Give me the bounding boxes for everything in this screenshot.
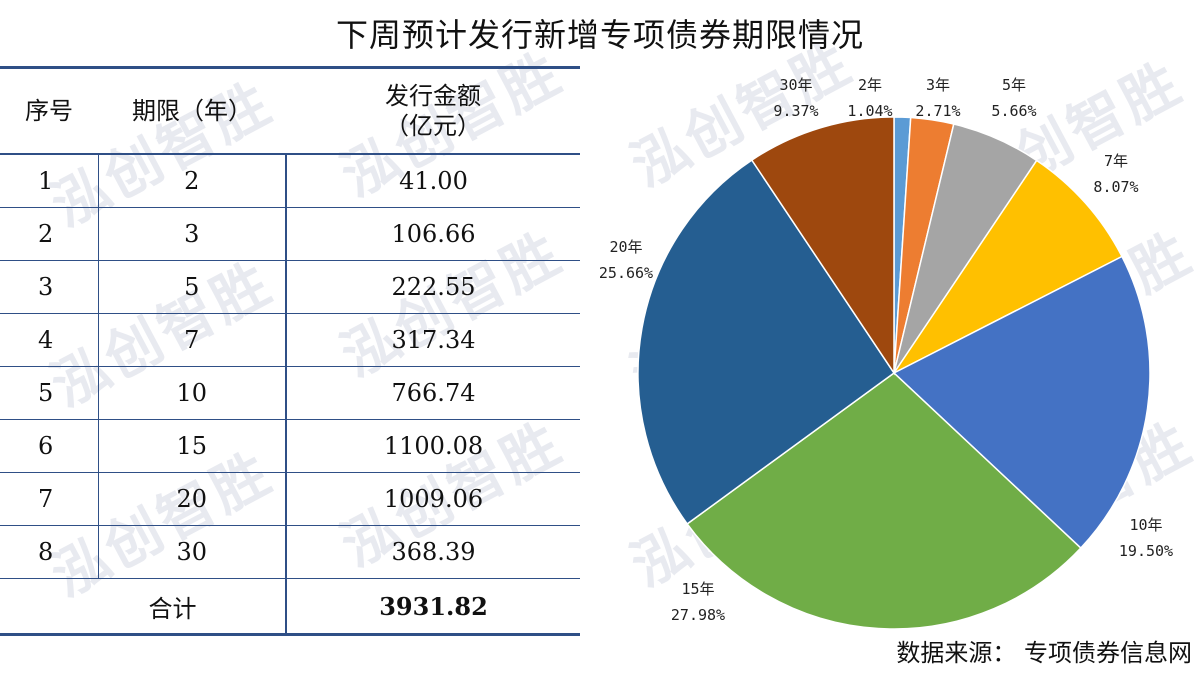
- header-amount: 发行金额 （亿元）: [286, 66, 580, 155]
- slice-percent-label: 2.71%: [915, 102, 960, 120]
- pie-slice-7年: [891, 159, 1123, 375]
- table-row: 2 3 106.66: [0, 207, 580, 261]
- row-amount: 222.55: [285, 260, 580, 314]
- row-amount: 1100.08: [285, 419, 580, 473]
- row-term: 3: [97, 207, 286, 261]
- row-no: 6: [0, 419, 98, 473]
- row-amount: 106.66: [285, 207, 580, 261]
- total-label: 合计: [0, 578, 286, 636]
- row-no: 8: [0, 525, 98, 579]
- pie-chart: 2年 1.04% 3年 2.71% 5年 5.66% 7年 8.07% 10年 19.50% 15年…: [600, 76, 1173, 630]
- slice-label: 3年: [926, 76, 950, 94]
- pie-slice-10年: [892, 255, 1151, 550]
- row-no: 5: [0, 366, 98, 420]
- header-no: 序号: [0, 66, 98, 155]
- row-amount: 766.74: [285, 366, 580, 420]
- row-term: 2: [97, 154, 286, 208]
- slice-label: 7年: [1104, 152, 1128, 170]
- table-row: 5 10 766.74: [0, 366, 580, 420]
- slice-percent-label: 1.04%: [847, 102, 892, 120]
- row-amount: 317.34: [285, 313, 580, 367]
- table-row: 8 30 368.39: [0, 525, 580, 579]
- total-value: 3931.82: [285, 578, 580, 636]
- slice-percent-label: 19.50%: [1119, 542, 1173, 560]
- row-no: 2: [0, 207, 98, 261]
- table-row: 6 15 1100.08: [0, 419, 580, 473]
- slice-label: 20年: [609, 238, 642, 256]
- page-title: 下周预计发行新增专项债券期限情况: [335, 16, 864, 54]
- row-no: 3: [0, 260, 98, 314]
- row-term: 30: [97, 525, 286, 579]
- slice-percent-label: 5.66%: [991, 102, 1036, 120]
- row-term: 15: [97, 419, 286, 473]
- slice-percent-label: 27.98%: [671, 606, 725, 624]
- row-amount: 1009.06: [285, 472, 580, 526]
- pie-slice-15年: [686, 372, 1082, 630]
- term-table: 序号 期限（年） 发行金额 （亿元） 1 2 41.00 2 3 106.66 3 5 222.…: [0, 66, 580, 636]
- table-row: 4 7 317.34: [0, 313, 580, 367]
- row-no: 7: [0, 472, 98, 526]
- slice-percent-label: 9.37%: [773, 102, 818, 120]
- slice-label: 10年: [1129, 516, 1162, 534]
- table-header-row: 序号 期限（年） 发行金额 （亿元）: [0, 66, 580, 155]
- table-row: 1 2 41.00: [0, 154, 580, 208]
- slice-label: 30年: [779, 76, 812, 94]
- row-no: 4: [0, 313, 98, 367]
- slice-percent-label: 8.07%: [1093, 178, 1138, 196]
- slice-percent-label: 25.66%: [600, 264, 653, 282]
- pie-slice-30年: [750, 116, 895, 376]
- data-source: 数据来源： 专项债券信息网: [896, 639, 1192, 667]
- row-term: 10: [97, 366, 286, 420]
- table-total-row: 合计 3931.82: [0, 578, 580, 636]
- row-term: 5: [97, 260, 286, 314]
- slice-label: 2年: [858, 76, 882, 94]
- header-term: 期限（年）: [98, 66, 286, 155]
- row-term: 20: [97, 472, 286, 526]
- slice-label: 5年: [1002, 76, 1026, 94]
- row-no: 1: [0, 154, 98, 208]
- pie-slice-20年: [637, 159, 896, 525]
- row-term: 7: [97, 313, 286, 367]
- row-amount: 41.00: [285, 154, 580, 208]
- table-row: 3 5 222.55: [0, 260, 580, 314]
- row-amount: 368.39: [285, 525, 580, 579]
- table-row: 7 20 1009.06: [0, 472, 580, 526]
- slice-label: 15年: [681, 580, 714, 598]
